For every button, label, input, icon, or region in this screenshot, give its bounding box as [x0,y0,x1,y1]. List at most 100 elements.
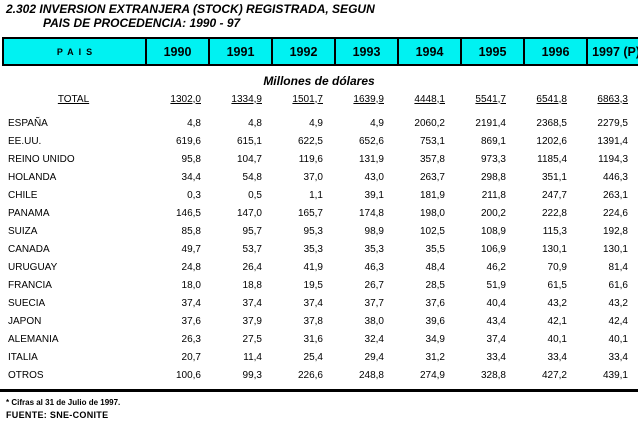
value-cell: 211,8 [481,189,506,201]
value-cell: 81,4 [608,261,628,273]
value-cell: 102,5 [419,225,445,237]
table-row: ESPAÑA 4,8 4,8 4,9 4,9 2060,2 2191,4 2368,5 2279… [2,114,633,132]
value-cell: 274,9 [419,369,445,381]
value-cell: 37,6 [425,297,445,309]
value-cell: 43,2 [608,297,628,309]
value-cell: 18,0 [181,279,201,291]
table-body: ESPAÑA 4,8 4,8 4,9 4,9 2060,2 2191,4 2368,5 2279… [2,114,633,384]
value-cell: 37,0 [303,171,323,183]
value-cell: 298,8 [480,171,506,183]
table-row: JAPON 37,6 37,9 37,8 38,0 39,6 43,4 42,1 42,4 [2,312,633,330]
total-value-cell: 1302,0 [170,93,201,105]
table-row: SUIZA 85,8 95,7 95,3 98,9 102,5 108,9 115,3 192,… [2,222,633,240]
value-cell: 39,1 [364,189,384,201]
value-cell: 248,8 [358,369,384,381]
column-header-pais: PAIS [4,39,145,64]
value-cell: 34,9 [425,333,445,345]
country-label: EE.UU. [8,135,42,147]
bottom-rule-divider [0,389,638,392]
value-cell: 70,9 [547,261,567,273]
value-cell: 198,0 [419,207,445,219]
value-cell: 53,7 [242,243,262,255]
value-cell: 31,6 [303,333,323,345]
value-cell: 37,4 [486,333,506,345]
value-cell: 222,8 [541,207,567,219]
country-label: CHILE [8,189,38,201]
value-cell: 61,6 [608,279,628,291]
column-header-1997p: 1997 (P)* [586,39,638,64]
value-cell: 95,8 [181,153,201,165]
value-cell: 1202,6 [536,135,567,147]
value-cell: 25,4 [303,351,323,363]
country-label: URUGUAY [8,261,58,273]
value-cell: 26,7 [364,279,384,291]
total-value-cell: 4448,1 [414,93,445,105]
country-label: PANAMA [8,207,50,219]
value-cell: 37,8 [303,315,323,327]
value-cell: 31,2 [425,351,445,363]
country-label: OTROS [8,369,44,381]
value-cell: 619,6 [175,135,201,147]
total-value-cell: 1334,9 [231,93,262,105]
value-cell: 95,3 [303,225,323,237]
value-cell: 99,3 [242,369,262,381]
value-cell: 42,1 [547,315,567,327]
value-cell: 224,6 [602,207,628,219]
value-cell: 11,4 [243,351,262,363]
value-cell: 40,1 [608,333,628,345]
value-cell: 2191,4 [475,117,506,129]
value-cell: 98,9 [364,225,384,237]
value-cell: 357,8 [419,153,445,165]
table-row: OTROS 100,6 99,3 226,6 248,8 274,9 328,8 427,2 4… [2,366,633,384]
value-cell: 43,0 [364,171,384,183]
value-cell: 61,5 [547,279,567,291]
value-cell: 46,3 [364,261,384,273]
total-value-cell: 6541,8 [536,93,567,105]
value-cell: 35,3 [303,243,323,255]
table-row: FRANCIA 18,0 18,8 19,5 26,7 28,5 51,9 61,5 61,6 [2,276,633,294]
country-label: SUECIA [8,297,46,309]
value-cell: 247,7 [541,189,567,201]
value-cell: 43,4 [486,315,506,327]
country-label: SUIZA [8,225,38,237]
table-row: ALEMANIA 26,3 27,5 31,6 32,4 34,9 37,4 40,1 40,1 [2,330,633,348]
value-cell: 869,1 [480,135,506,147]
country-label: ALEMANIA [8,333,59,345]
value-cell: 1391,4 [597,135,628,147]
value-cell: 40,4 [486,297,506,309]
value-cell: 622,5 [297,135,323,147]
value-cell: 615,1 [236,135,262,147]
column-header-1991: 1991 [208,39,271,64]
value-cell: 652,6 [358,135,384,147]
value-cell: 34,4 [181,171,201,183]
value-cell: 46,2 [486,261,506,273]
value-cell: 226,6 [297,369,323,381]
value-cell: 35,3 [364,243,384,255]
column-header-1990: 1990 [145,39,208,64]
column-header-1996: 1996 [523,39,586,64]
value-cell: 351,1 [541,171,567,183]
value-cell: 40,1 [547,333,567,345]
value-cell: 174,8 [358,207,384,219]
country-label: ITALIA [8,351,38,363]
table-row: CANADA 49,7 53,7 35,3 35,3 35,5 106,9 130,1 130,… [2,240,633,258]
value-cell: 26,3 [181,333,201,345]
value-cell: 146,5 [175,207,201,219]
value-cell: 119,6 [298,153,323,165]
column-header-1994: 1994 [397,39,460,64]
table-row: CHILE 0,3 0,5 1,1 39,1 181,9 211,8 247,7 263,1 [2,186,633,204]
total-value-cell: 5541,7 [475,93,506,105]
country-label: HOLANDA [8,171,57,183]
value-cell: 48,4 [425,261,445,273]
value-cell: 4,8 [187,117,201,129]
source-note: FUENTE: SNE-CONITE [6,410,109,420]
total-value-cell: 1639,9 [353,93,384,105]
value-cell: 147,0 [236,207,262,219]
value-cell: 108,9 [480,225,506,237]
table-row: URUGUAY 24,8 26,4 41,9 46,3 48,4 46,2 70,9 81,4 [2,258,633,276]
value-cell: 35,5 [425,243,445,255]
value-cell: 33,4 [547,351,567,363]
value-cell: 26,4 [242,261,262,273]
country-label: JAPON [8,315,42,327]
